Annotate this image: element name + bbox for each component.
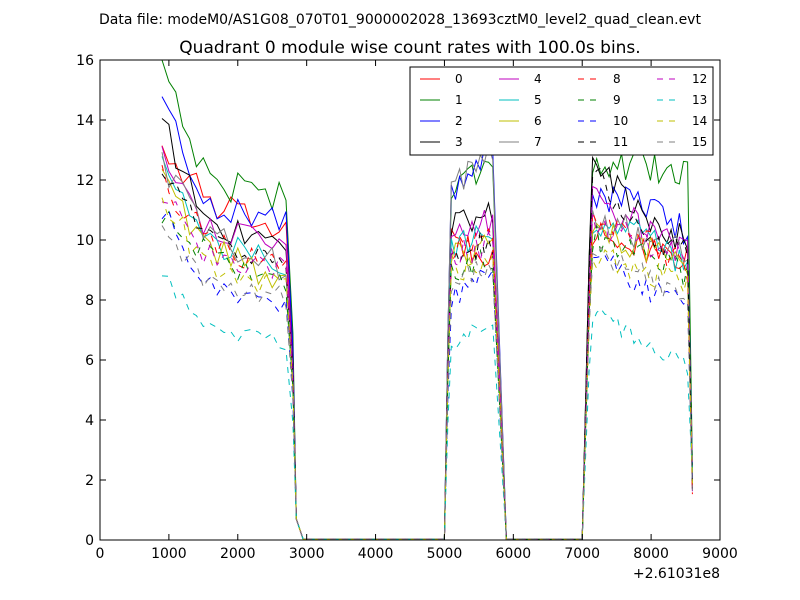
series-line-11 xyxy=(161,167,693,540)
plot-frame xyxy=(99,59,721,541)
ticks-layer: 0 1000 2000 3000 4000 5000 6000 7000 8000 9000 0 2 4… xyxy=(76,53,738,562)
series-line-15 xyxy=(161,225,693,540)
legend-box xyxy=(409,66,714,156)
y-tick-label: 10 xyxy=(76,233,94,249)
legend-label-5: 5 xyxy=(534,93,542,107)
x-tick-label: 2000 xyxy=(220,546,256,562)
series-line-1 xyxy=(161,59,693,540)
suptitle: Data file: modeM0/AS1G08_070T01_90000020… xyxy=(99,12,701,28)
x-tick-label: 5000 xyxy=(427,546,463,562)
chart-title: Quadrant 0 module wise count rates with … xyxy=(179,38,640,58)
legend-label-0: 0 xyxy=(455,72,463,86)
series-line-10 xyxy=(161,209,693,540)
x-tick-label: 3000 xyxy=(289,546,325,562)
x-tick-label: 8000 xyxy=(633,546,669,562)
x-tick-label: 7000 xyxy=(564,546,600,562)
x-tick-label: 9000 xyxy=(702,546,738,562)
legend-label-1: 1 xyxy=(455,93,463,107)
series-line-6 xyxy=(161,169,693,540)
legend-label-2: 2 xyxy=(455,114,463,128)
series-line-8 xyxy=(161,164,693,540)
legend-label-9: 9 xyxy=(613,93,621,107)
series-line-4 xyxy=(161,146,693,540)
x-offset-label: +2.61031e8 xyxy=(633,566,720,582)
series-line-9 xyxy=(161,210,693,540)
legend-label-14: 14 xyxy=(692,114,707,128)
legend-label-10: 10 xyxy=(613,114,628,128)
x-tick-label: 6000 xyxy=(496,546,532,562)
y-tick-label: 16 xyxy=(76,53,94,69)
y-tick-label: 12 xyxy=(76,173,94,189)
legend-label-6: 6 xyxy=(534,114,542,128)
x-tick-label: 0 xyxy=(96,546,105,562)
series-line-2 xyxy=(161,96,693,540)
y-tick-label: 2 xyxy=(85,473,94,489)
y-tick-label: 4 xyxy=(85,413,94,429)
y-tick-label: 8 xyxy=(85,293,94,309)
legend-label-13: 13 xyxy=(692,93,707,107)
legend-label-12: 12 xyxy=(692,72,707,86)
series-line-0 xyxy=(161,145,693,540)
legend-label-8: 8 xyxy=(613,72,621,86)
series-line-12 xyxy=(161,201,693,540)
y-tick-label: 14 xyxy=(76,113,94,129)
legend-label-7: 7 xyxy=(534,135,542,149)
legend-label-4: 4 xyxy=(534,72,542,86)
x-tick-label: 4000 xyxy=(358,546,394,562)
y-tick-label: 0 xyxy=(85,533,94,549)
x-tick-label: 1000 xyxy=(151,546,187,562)
series-line-13 xyxy=(161,275,693,540)
legend-label-3: 3 xyxy=(455,135,463,149)
legend-label-15: 15 xyxy=(692,135,707,149)
legend-label-11: 11 xyxy=(613,135,628,149)
y-tick-label: 6 xyxy=(85,353,94,369)
